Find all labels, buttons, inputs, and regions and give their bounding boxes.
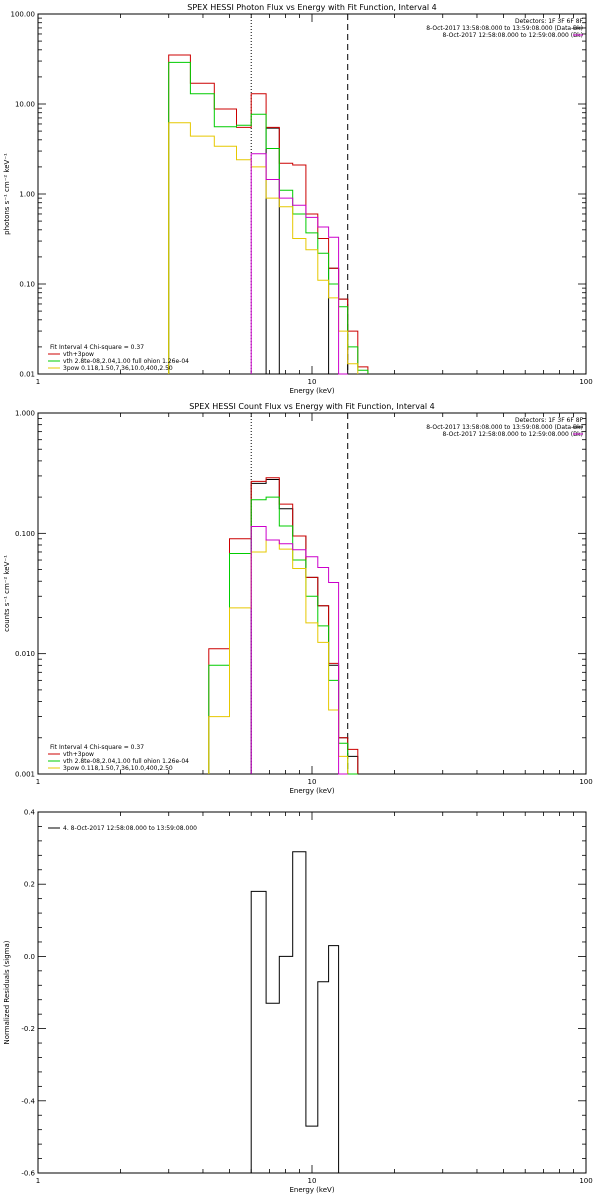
chart-panel-2: SPEX HESSI Count Flux vs Energy with Fit… bbox=[3, 402, 593, 795]
y-tick-label: -0.6 bbox=[21, 1170, 35, 1178]
series-line-3 bbox=[168, 61, 369, 374]
header-line: 8-Oct-2017 13:58:08.000 to 13:59:08.000 … bbox=[426, 424, 583, 431]
legend-entry: 3pow 0.118,1.50,7.36,10.0,400,2.50 bbox=[63, 765, 173, 772]
y-tick-label: 0.001 bbox=[15, 771, 35, 779]
plot-frame bbox=[37, 811, 587, 1174]
y-tick-label: 0.100 bbox=[15, 530, 35, 538]
y-tick-label: 100.00 bbox=[11, 11, 36, 19]
x-tick-label: 10 bbox=[308, 1177, 317, 1185]
x-axis-label: Energy (keV) bbox=[289, 787, 334, 795]
y-tick-label: 1.00 bbox=[19, 191, 35, 199]
legend-entry: 4. 8-Oct-2017 12:58:08.000 to 13:59:08.0… bbox=[63, 825, 197, 832]
chart-panel-1: SPEX HESSI Photon Flux vs Energy with Fi… bbox=[3, 3, 593, 395]
series-line-1 bbox=[250, 479, 359, 774]
y-tick-label: -0.4 bbox=[21, 1097, 35, 1105]
legend-entry: vth+3pow bbox=[63, 351, 94, 358]
legend-entry: 3pow 0.118,1.50,7.36,10.0,400,2.50 bbox=[63, 365, 173, 372]
legend-entry: vth 2.8te-08,2.04,1.00 full ohion 1.26e-… bbox=[63, 358, 189, 365]
x-axis-label: Energy (keV) bbox=[289, 387, 334, 395]
x-tick-label: 100 bbox=[579, 778, 592, 786]
y-tick-label: -0.2 bbox=[21, 1025, 35, 1033]
plot-frame bbox=[37, 13, 587, 375]
legend-entry: vth+3pow bbox=[63, 751, 94, 758]
y-tick-label: 0.0 bbox=[24, 953, 35, 961]
x-axis-label: Energy (keV) bbox=[289, 1186, 334, 1194]
header-line: 8-Oct-2017 12:58:08.000 to 12:59:08.000 … bbox=[443, 431, 584, 438]
x-tick-label: 1 bbox=[36, 1177, 40, 1185]
y-tick-label: 0.4 bbox=[24, 809, 36, 817]
chart-title: SPEX HESSI Photon Flux vs Energy with Fi… bbox=[187, 3, 437, 12]
legend-entry: vth 2.8te-08,2.04,1.00 full ohion 1.26e-… bbox=[63, 758, 189, 765]
y-axis-label: photons s⁻¹ cm⁻² keV⁻¹ bbox=[3, 153, 11, 235]
y-axis-label: counts s⁻¹ cm⁻² keV⁻¹ bbox=[3, 555, 11, 632]
series-line-1 bbox=[265, 127, 349, 374]
y-tick-label: 0.2 bbox=[24, 881, 35, 889]
y-tick-label: 10.00 bbox=[15, 101, 35, 109]
series-line-4 bbox=[208, 539, 349, 774]
series-line-4 bbox=[168, 122, 359, 374]
y-tick-label: 0.010 bbox=[15, 650, 35, 658]
header-line: 8-Oct-2017 13:58:08.000 to 13:59:08.000 … bbox=[426, 25, 583, 32]
x-tick-label: 1 bbox=[36, 378, 40, 386]
series-line-5 bbox=[250, 153, 348, 375]
y-tick-label: 0.01 bbox=[19, 371, 35, 379]
y-tick-label: 0.10 bbox=[19, 281, 35, 289]
chart-title: SPEX HESSI Count Flux vs Energy with Fit… bbox=[189, 402, 434, 411]
y-tick-label: 1.000 bbox=[15, 410, 35, 418]
legend-entry: Fit Interval 4 Chi-square = 0.37 bbox=[50, 744, 144, 751]
y-axis-label: Normalized Residuals (sigma) bbox=[3, 940, 11, 1044]
x-tick-label: 100 bbox=[579, 1177, 592, 1185]
x-tick-label: 10 bbox=[308, 778, 317, 786]
series-line-5 bbox=[250, 526, 348, 775]
header-line: Detectors: 1F 3F 6F 8F bbox=[515, 417, 584, 424]
plot-frame bbox=[37, 412, 587, 775]
x-tick-label: 1 bbox=[36, 778, 40, 786]
series-line-2 bbox=[208, 477, 359, 774]
series-line-1 bbox=[250, 851, 348, 1174]
header-line: Detectors: 1F 3F 6F 8F bbox=[515, 18, 584, 25]
legend-entry: Fit Interval 4 Chi-square = 0.37 bbox=[50, 344, 144, 351]
x-tick-label: 100 bbox=[579, 378, 592, 386]
series-line-2 bbox=[168, 54, 369, 374]
chart-panel-3: 1 10 100 -0.6 -0.4 -0.2 0.0 0.2 0.4 Energy (keV) N… bbox=[3, 809, 593, 1195]
x-tick-label: 10 bbox=[308, 378, 317, 386]
header-line: 8-Oct-2017 12:58:08.000 to 12:59:08.000 … bbox=[443, 32, 584, 39]
